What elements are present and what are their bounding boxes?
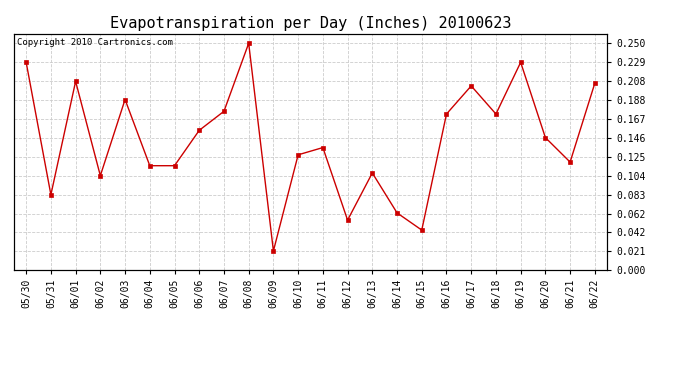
Title: Evapotranspiration per Day (Inches) 20100623: Evapotranspiration per Day (Inches) 2010… <box>110 16 511 31</box>
Text: Copyright 2010 Cartronics.com: Copyright 2010 Cartronics.com <box>17 39 172 48</box>
